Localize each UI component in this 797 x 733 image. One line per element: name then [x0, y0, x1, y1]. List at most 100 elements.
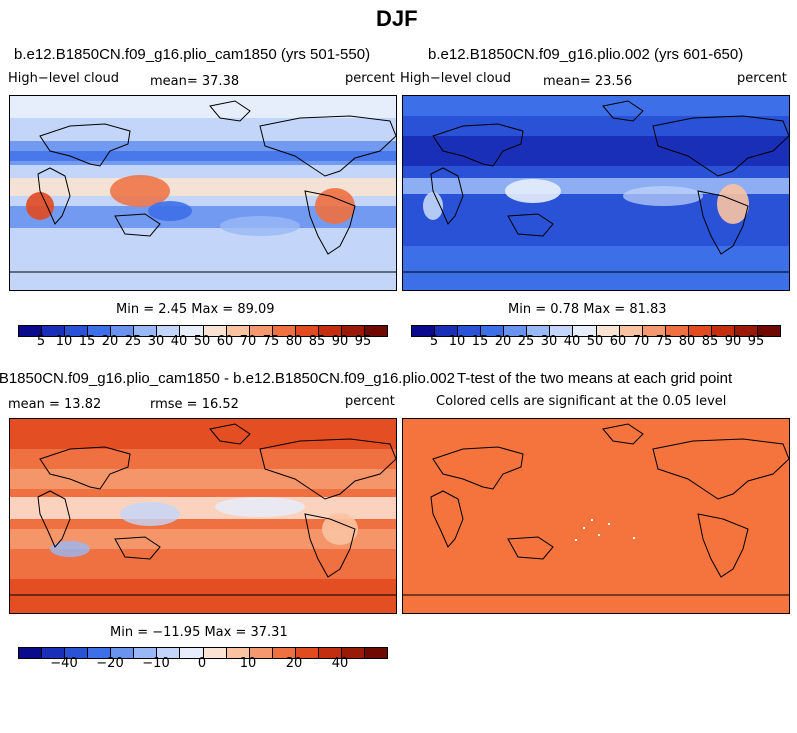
panel1-title: b.e12.B1850CN.f09_g16.plio_cam1850 (yrs …: [14, 46, 371, 63]
coastline: [37, 167, 71, 225]
colorbar-swatch: [757, 326, 780, 336]
field-band: [403, 136, 789, 166]
panel1-units: percent: [345, 71, 395, 86]
colorbar-swatch: [504, 326, 528, 336]
colorbar-swatch: [65, 326, 89, 336]
colorbar-label: 80: [285, 334, 303, 349]
colorbar-label: 50: [586, 334, 604, 349]
colorbar-swatch: [180, 326, 204, 336]
colorbar-swatch: [226, 648, 250, 658]
panel3-units: percent: [345, 394, 395, 409]
field-band: [10, 579, 396, 613]
map-field-svg: [403, 96, 789, 290]
coastline: [259, 438, 396, 500]
panel3-title: b.e12.B1850CN.f09_g16.plio_cam1850 - b.e…: [0, 370, 455, 387]
colorbar-label: 95: [747, 334, 765, 349]
panel3-mean: mean = 13.82: [8, 397, 102, 412]
panel1-map: [9, 95, 397, 291]
colorbar-swatch: [111, 648, 135, 658]
field-band: [10, 419, 396, 449]
panel1-mean: mean= 37.38: [150, 74, 240, 89]
colorbar-swatch: [88, 326, 112, 336]
colorbar-swatch: [226, 326, 250, 336]
coastline: [259, 115, 396, 177]
colorbar-label: 50: [193, 334, 211, 349]
field-band: [403, 96, 789, 116]
field-blob: [26, 192, 54, 220]
panel3-colorbar-labels: −40 −20 −10 0 10 20 40: [18, 656, 386, 672]
colorbar-label: 25: [124, 334, 142, 349]
panel1-variable-label: High−level cloud: [8, 71, 120, 86]
coastline: [652, 438, 789, 500]
colorbar-swatch: [318, 648, 342, 658]
colorbar-swatch: [412, 326, 436, 336]
colorbar-swatch: [88, 648, 112, 658]
field-band: [10, 469, 396, 489]
colorbar-label: 0: [197, 656, 207, 671]
field-blob: [50, 541, 90, 557]
coastline: [507, 213, 554, 237]
panel4-title: T-test of the two means at each grid poi…: [457, 370, 733, 387]
colorbar-swatch: [203, 326, 227, 336]
colorbar-swatch: [481, 326, 505, 336]
panel2-map: [402, 95, 790, 291]
colorbar-swatch: [272, 648, 296, 658]
colorbar-swatch: [734, 326, 758, 336]
panel3-minmax: Min = −11.95 Max = 37.31: [110, 625, 288, 640]
coastline: [602, 100, 644, 122]
nonsignificant-cell: [598, 534, 600, 536]
panel2-title: b.e12.B1850CN.f09_g16.plio.002 (yrs 601-…: [428, 46, 744, 63]
nonsignificant-cell: [608, 523, 610, 525]
colorbar-swatch: [19, 648, 43, 658]
colorbar-swatch: [157, 648, 181, 658]
panel2-minmax: Min = 0.78 Max = 81.83: [508, 302, 667, 317]
colorbar-swatch: [711, 326, 735, 336]
colorbar-swatch: [688, 326, 712, 336]
colorbar-label: 80: [678, 334, 696, 349]
colorbar-label: 95: [354, 334, 372, 349]
field-band: [10, 206, 396, 228]
panel4-note: Colored cells are significant at the 0.0…: [436, 394, 727, 409]
colorbar-label: 40: [331, 656, 349, 671]
colorbar-swatch: [42, 648, 66, 658]
colorbar-swatch: [596, 326, 620, 336]
colorbar-swatch: [364, 326, 387, 336]
coastline: [697, 513, 749, 578]
colorbar-swatch: [573, 326, 597, 336]
colorbar-label: 60: [216, 334, 234, 349]
field-blob: [110, 175, 170, 207]
field-band: [403, 419, 789, 613]
panel4-map: [402, 418, 790, 614]
coastline: [39, 123, 131, 167]
nonsignificant-cell: [633, 537, 635, 539]
colorbar-label: 10: [448, 334, 466, 349]
panel1-colorbar: [18, 325, 388, 337]
map-field-svg: [403, 419, 789, 613]
colorbar-swatch: [65, 648, 89, 658]
nonsignificant-cell: [591, 519, 593, 521]
coastline: [432, 123, 524, 167]
field-band: [10, 529, 396, 549]
coastline: [209, 423, 251, 445]
panel3-colorbar: [18, 647, 388, 659]
panel2-units: percent: [737, 71, 787, 86]
colorbar-swatch: [19, 326, 43, 336]
colorbar-swatch: [203, 648, 227, 658]
colorbar-label: 90: [331, 334, 349, 349]
panel2-colorbar-labels: 5 10 15 20 25 30 40 50 60 70 75 80 85 90 95: [411, 334, 779, 350]
colorbar-swatch: [42, 326, 66, 336]
panel2-mean: mean= 23.56: [543, 74, 633, 89]
nonsignificant-cell: [575, 539, 577, 541]
colorbar-swatch: [341, 326, 365, 336]
colorbar-label: 75: [655, 334, 673, 349]
colorbar-swatch: [341, 648, 365, 658]
panel3-rmse: rmse = 16.52: [150, 397, 239, 412]
colorbar-label: 25: [517, 334, 535, 349]
coastline: [114, 536, 161, 560]
colorbar-label: 75: [262, 334, 280, 349]
colorbar-swatch: [665, 326, 689, 336]
field-blob: [120, 502, 180, 526]
figure-title: DJF: [376, 6, 418, 31]
colorbar-label: 85: [701, 334, 719, 349]
map-field-svg: [10, 419, 396, 613]
